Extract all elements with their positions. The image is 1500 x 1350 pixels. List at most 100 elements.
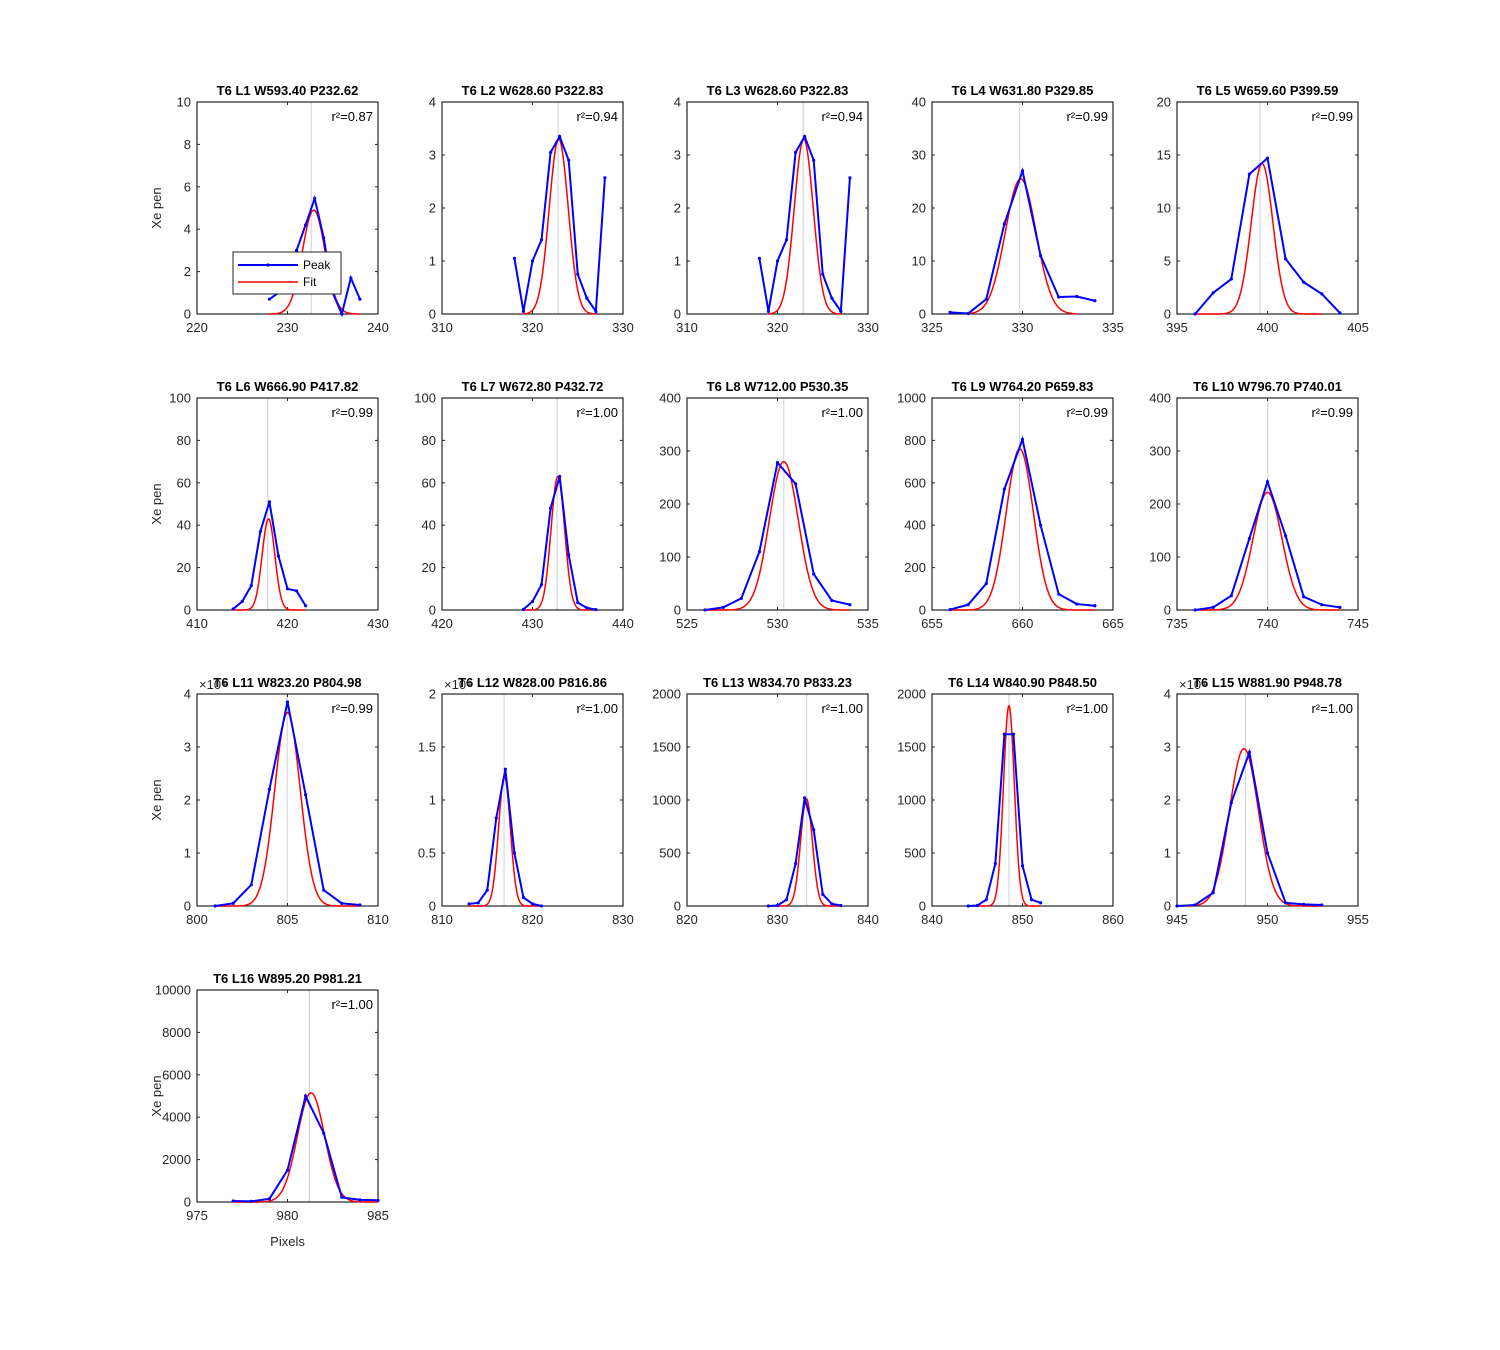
axes-box bbox=[196, 101, 379, 315]
peak-point bbox=[984, 581, 988, 586]
peak-point bbox=[539, 582, 544, 587]
peak-point bbox=[830, 902, 834, 906]
peak-point bbox=[1211, 891, 1215, 895]
peak-point bbox=[539, 904, 544, 908]
axes-box bbox=[196, 693, 379, 907]
r-squared-label: r²=0.99 bbox=[1311, 109, 1353, 124]
subplot-4: 325 330 335 0 10 20 30 40 T6 L4 W631.80 P329.85 r… bbox=[912, 83, 1124, 335]
x-tick-label: 310 bbox=[676, 320, 698, 335]
y-tick-label: 400 bbox=[1149, 391, 1171, 406]
fit-line bbox=[968, 704, 1041, 907]
legend-box bbox=[232, 251, 342, 295]
peak-point bbox=[1302, 902, 1306, 907]
x-tick-label: 400 bbox=[1257, 320, 1279, 335]
peak-point bbox=[821, 272, 825, 276]
plot-area bbox=[1177, 102, 1358, 314]
fit-line bbox=[269, 209, 360, 315]
peak-point bbox=[803, 134, 807, 139]
fit-line bbox=[233, 1092, 378, 1203]
y-tick-label: 1000 bbox=[897, 391, 926, 406]
y-tick-label: 0 bbox=[184, 307, 191, 322]
subplot-title: T6 L13 W834.70 P833.23 bbox=[703, 675, 852, 690]
peak-point bbox=[1284, 257, 1288, 261]
peak-point bbox=[1057, 295, 1061, 299]
peak-point bbox=[539, 238, 544, 242]
peak-point bbox=[966, 904, 970, 908]
subplot-title: T6 L11 W823.20 P804.98 bbox=[213, 675, 361, 690]
y-tick-label: 3 bbox=[674, 148, 681, 163]
x-tick-label: 405 bbox=[1347, 320, 1369, 335]
axes-box bbox=[686, 397, 869, 611]
peak-point bbox=[839, 903, 843, 908]
peak-point bbox=[1320, 292, 1324, 296]
y-tick-label: 0 bbox=[919, 899, 926, 914]
peak-point bbox=[285, 700, 290, 704]
x-tick-label: 840 bbox=[857, 912, 879, 927]
legend-peak-label: Peak bbox=[303, 258, 331, 272]
peak-point bbox=[1029, 898, 1034, 902]
fit-line bbox=[705, 460, 850, 611]
peak-point bbox=[1002, 487, 1007, 491]
subplot-11: 800 805 810 0 1 2 3 4 T6 L11 W823.20 P804.98 r²=0… bbox=[149, 675, 389, 927]
y-tick-label: 200 bbox=[659, 497, 681, 512]
y-tick-label: 300 bbox=[659, 444, 681, 459]
peak-point bbox=[585, 296, 589, 300]
plot-area bbox=[442, 398, 623, 610]
y-tick-label: 0 bbox=[1164, 603, 1171, 618]
peak-point bbox=[467, 902, 471, 906]
peak-point bbox=[530, 902, 535, 906]
peak-point bbox=[1011, 732, 1016, 736]
peak-point bbox=[812, 572, 816, 576]
legend-fit-label: Fit bbox=[303, 275, 317, 289]
peak-point bbox=[794, 862, 798, 866]
peak-point bbox=[1211, 605, 1215, 609]
y-axis-label: Xe pen bbox=[149, 187, 164, 228]
y-tick-label: 0 bbox=[1164, 899, 1171, 914]
peak-point bbox=[358, 1198, 362, 1202]
peak-point bbox=[993, 862, 997, 866]
fit-line bbox=[968, 178, 1077, 315]
y-tick-label: 20 bbox=[422, 560, 436, 575]
peak-point bbox=[594, 309, 598, 313]
y-tick-label: 2000 bbox=[162, 1152, 191, 1167]
y-axis-label: Xe pen bbox=[149, 779, 164, 820]
subplot-2: 310 320 330 0 1 2 3 4 T6 L2 W628.60 P322.83 r²=0.… bbox=[429, 83, 634, 335]
y-tick-label: 300 bbox=[1149, 444, 1171, 459]
subplot-16: 975 980 985 0 2000 4000 6000 8000 10000 T6 L16 W8… bbox=[149, 971, 389, 1249]
peak-point bbox=[558, 474, 562, 479]
y-tick-label: 2000 bbox=[652, 687, 681, 702]
peak-point bbox=[603, 176, 607, 180]
y-tick-label: 500 bbox=[659, 846, 681, 861]
peak-point bbox=[512, 256, 517, 260]
x-tick-label: 985 bbox=[367, 1208, 389, 1223]
peak-point bbox=[1302, 280, 1306, 284]
peak-point bbox=[848, 603, 852, 607]
x-tick-label: 395 bbox=[1166, 320, 1188, 335]
x-tick-label: 975 bbox=[186, 1208, 208, 1223]
peak-point bbox=[322, 1131, 326, 1135]
y-axis-label: Xe pen bbox=[149, 1075, 164, 1116]
peak-point bbox=[576, 272, 580, 276]
y-tick-label: 800 bbox=[904, 433, 926, 448]
x-tick-label: 810 bbox=[431, 912, 453, 927]
x-tick-label: 950 bbox=[1257, 912, 1279, 927]
peak-point bbox=[784, 898, 789, 902]
y-tick-label: 1000 bbox=[897, 793, 926, 808]
peak-point bbox=[340, 312, 344, 316]
y-tick-label: 1 bbox=[1164, 846, 1171, 861]
subplot-title: T6 L4 W631.80 P329.85 bbox=[952, 83, 1094, 98]
subplot-8: 525 530 535 0 100 200 300 400 T6 L8 W712.00 P530… bbox=[659, 379, 879, 631]
y-tick-label: 0 bbox=[919, 307, 926, 322]
y-tick-label: 0 bbox=[919, 603, 926, 618]
peak-point bbox=[1020, 864, 1025, 868]
subplot-title: T6 L7 W672.80 P432.72 bbox=[462, 379, 604, 394]
axes-box bbox=[1176, 397, 1359, 611]
x-tick-label: 320 bbox=[522, 320, 544, 335]
x-tick-label: 410 bbox=[186, 616, 208, 631]
y-tick-label: 0 bbox=[184, 899, 191, 914]
y-tick-label: 1.5 bbox=[418, 740, 436, 755]
y-tick-label: 20 bbox=[177, 560, 191, 575]
y-tick-label: 2 bbox=[184, 793, 191, 808]
peak-point bbox=[766, 904, 771, 908]
